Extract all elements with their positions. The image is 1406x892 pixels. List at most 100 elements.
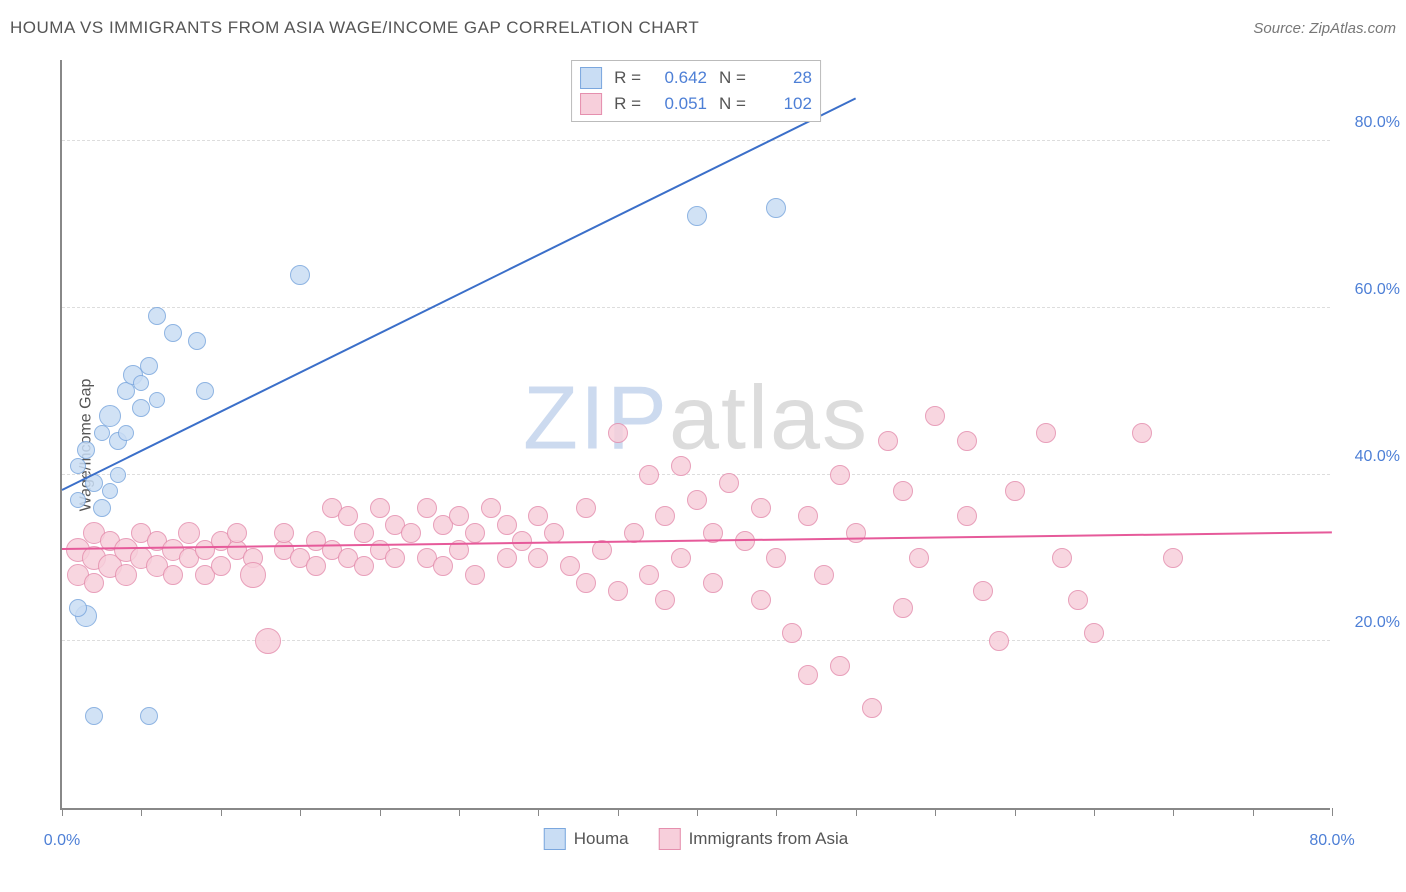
data-point-houma <box>140 357 158 375</box>
data-point-asia <box>798 665 818 685</box>
scatter-plot-area: ZIPatlas R =0.642N =28R =0.051N =102 Hou… <box>60 60 1330 810</box>
data-point-asia <box>576 498 596 518</box>
data-point-houma <box>69 599 87 617</box>
legend-label: Immigrants from Asia <box>689 829 849 849</box>
data-point-asia <box>608 423 628 443</box>
data-point-asia <box>417 498 437 518</box>
data-point-houma <box>118 425 134 441</box>
legend-stats-row: R =0.051N =102 <box>580 91 812 117</box>
data-point-asia <box>1036 423 1056 443</box>
data-point-asia <box>957 431 977 451</box>
y-tick-label: 80.0% <box>1355 114 1400 132</box>
data-point-asia <box>830 465 850 485</box>
data-point-asia <box>846 523 866 543</box>
data-point-asia <box>925 406 945 426</box>
data-point-asia <box>1163 548 1183 568</box>
data-point-asia <box>354 523 374 543</box>
r-label: R = <box>608 94 641 114</box>
data-point-houma <box>85 707 103 725</box>
x-tick-label: 80.0% <box>1309 832 1354 850</box>
x-tick <box>62 808 63 816</box>
data-point-asia <box>893 598 913 618</box>
data-point-asia <box>671 456 691 476</box>
data-point-asia <box>449 506 469 526</box>
legend-label: Houma <box>574 829 629 849</box>
data-point-houma <box>94 425 110 441</box>
n-label: N = <box>713 94 746 114</box>
x-tick-label: 0.0% <box>44 832 80 850</box>
source-attribution: Source: ZipAtlas.com <box>1253 20 1396 37</box>
data-point-houma <box>70 458 86 474</box>
data-point-houma <box>77 441 95 459</box>
x-tick <box>856 808 857 816</box>
x-tick <box>300 808 301 816</box>
data-point-asia <box>84 573 104 593</box>
data-point-asia <box>255 628 281 654</box>
legend-stats-row: R =0.642N =28 <box>580 65 812 91</box>
data-point-houma <box>117 382 135 400</box>
data-point-houma <box>140 707 158 725</box>
y-tick-label: 40.0% <box>1355 448 1400 466</box>
x-tick <box>538 808 539 816</box>
data-point-asia <box>703 573 723 593</box>
data-point-asia <box>989 631 1009 651</box>
data-point-asia <box>163 565 183 585</box>
data-point-asia <box>639 565 659 585</box>
grid-line <box>62 640 1330 641</box>
data-point-asia <box>274 523 294 543</box>
data-point-houma <box>93 499 111 517</box>
correlation-legend: R =0.642N =28R =0.051N =102 <box>571 60 821 122</box>
r-value: 0.051 <box>647 94 707 114</box>
legend-item: Immigrants from Asia <box>659 828 849 850</box>
data-point-houma <box>164 324 182 342</box>
data-point-asia <box>306 556 326 576</box>
data-point-asia <box>608 581 628 601</box>
data-point-asia <box>671 548 691 568</box>
data-point-asia <box>798 506 818 526</box>
data-point-asia <box>1068 590 1088 610</box>
data-point-asia <box>115 564 137 586</box>
x-tick <box>221 808 222 816</box>
data-point-asia <box>639 465 659 485</box>
x-tick <box>1173 808 1174 816</box>
r-label: R = <box>608 68 641 88</box>
data-point-asia <box>401 523 421 543</box>
data-point-asia <box>655 590 675 610</box>
data-point-asia <box>560 556 580 576</box>
data-point-houma <box>149 392 165 408</box>
r-value: 0.642 <box>647 68 707 88</box>
data-point-asia <box>909 548 929 568</box>
data-point-asia <box>370 498 390 518</box>
data-point-asia <box>178 522 200 544</box>
data-point-asia <box>830 656 850 676</box>
x-tick <box>1332 808 1333 816</box>
grid-line <box>62 140 1330 141</box>
x-tick <box>1094 808 1095 816</box>
data-point-asia <box>465 565 485 585</box>
data-point-asia <box>782 623 802 643</box>
x-tick <box>141 808 142 816</box>
data-point-houma <box>196 382 214 400</box>
data-point-asia <box>338 506 358 526</box>
data-point-houma <box>290 265 310 285</box>
x-tick <box>380 808 381 816</box>
data-point-houma <box>132 399 150 417</box>
data-point-asia <box>211 556 231 576</box>
data-point-asia <box>719 473 739 493</box>
data-point-asia <box>528 506 548 526</box>
data-point-asia <box>862 698 882 718</box>
data-point-asia <box>227 523 247 543</box>
legend-swatch <box>544 828 566 850</box>
trend-line-asia <box>62 531 1332 550</box>
data-point-asia <box>576 573 596 593</box>
data-point-asia <box>655 506 675 526</box>
legend-swatch <box>659 828 681 850</box>
data-point-asia <box>1052 548 1072 568</box>
x-tick <box>697 808 698 816</box>
data-point-asia <box>814 565 834 585</box>
data-point-asia <box>735 531 755 551</box>
grid-line <box>62 474 1330 475</box>
chart-title: HOUMA VS IMMIGRANTS FROM ASIA WAGE/INCOM… <box>10 18 699 38</box>
data-point-houma <box>102 483 118 499</box>
data-point-asia <box>385 548 405 568</box>
